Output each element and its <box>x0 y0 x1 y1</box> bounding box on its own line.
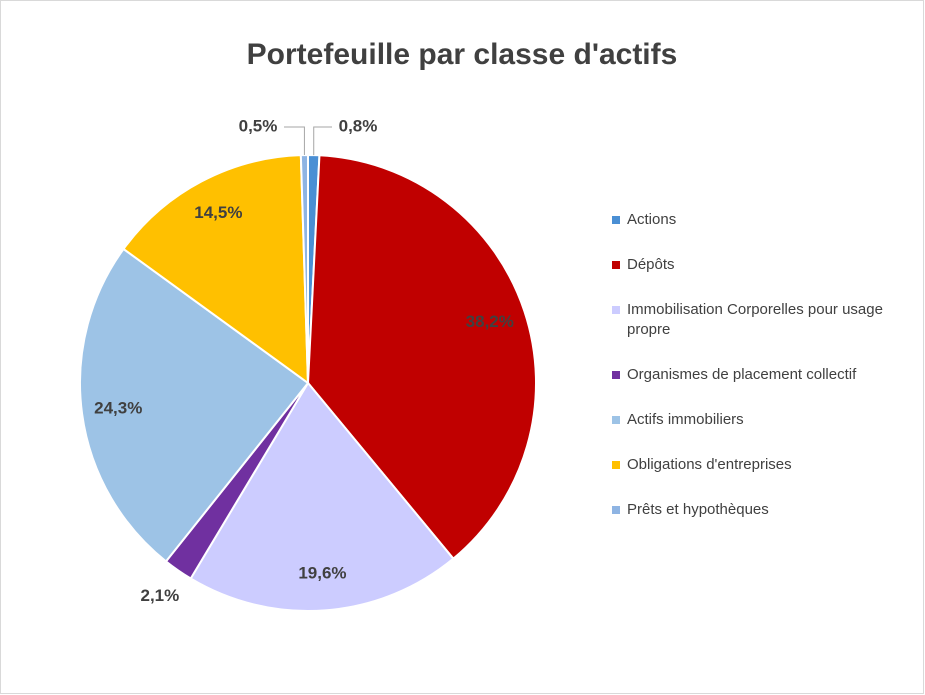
data-label: 0,5% <box>239 116 278 135</box>
legend-swatch <box>612 371 620 379</box>
legend-item: Actifs immobiliers <box>612 410 912 430</box>
chart-title: Portefeuille par classe d'actifs <box>247 38 678 71</box>
pie-slice <box>79 247 310 563</box>
pie-slice <box>189 381 455 612</box>
legend-item: Organismes de placement collectif <box>612 365 912 385</box>
pie-slice <box>122 154 310 386</box>
pie-slice <box>299 153 309 384</box>
legend-label: Prêts et hypothèques <box>627 501 769 518</box>
legend-swatch <box>612 216 620 224</box>
legend-item: Dépôts <box>612 255 912 275</box>
data-label: 24,3% <box>94 398 142 417</box>
pie-slice <box>306 154 537 561</box>
data-label: 38,2% <box>466 312 514 331</box>
legend-swatch <box>612 461 620 469</box>
data-label: 2,1% <box>141 586 180 605</box>
legend-label: Organismes de placement collectif <box>627 366 857 383</box>
legend-label: Actions <box>627 211 677 228</box>
legend-item: Immobilisation Corporelles pour usage pr… <box>612 300 912 340</box>
data-label: 19,6% <box>298 563 346 582</box>
data-label: 0,8% <box>339 116 378 135</box>
leader-line <box>284 126 305 156</box>
leader-line <box>313 126 332 156</box>
legend-label: Obligations d'entreprises <box>627 456 792 473</box>
legend-label: Dépôts <box>627 256 675 273</box>
legend-item: Actions <box>612 210 912 230</box>
legend-swatch <box>612 416 620 424</box>
legend-item: Obligations d'entreprises <box>612 455 912 475</box>
data-label: 14,5% <box>194 203 242 222</box>
legend-label: Immobilisation Corporelles pour usage pr… <box>627 301 883 338</box>
legend-label: Actifs immobiliers <box>627 411 744 428</box>
legend-swatch <box>612 261 620 269</box>
legend: Actions Dépôts Immobilisation Corporelles … <box>612 210 912 545</box>
legend-swatch <box>612 306 620 314</box>
legend-item: Prêts et hypothèques <box>612 500 912 520</box>
legend-swatch <box>612 506 620 514</box>
